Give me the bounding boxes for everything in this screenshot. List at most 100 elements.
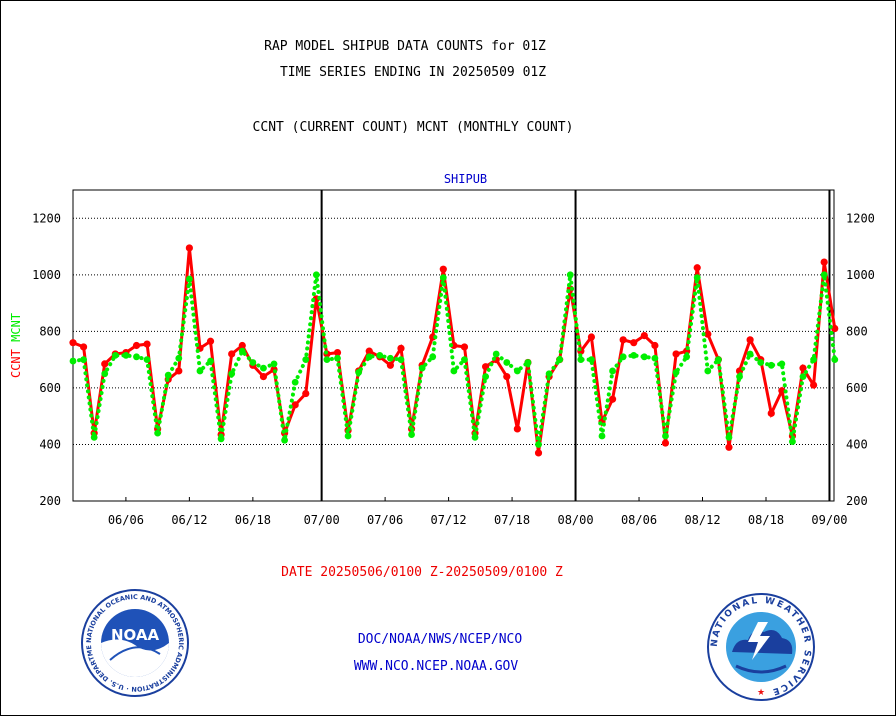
point-mcnt	[429, 353, 437, 361]
x-tick-label: 07/06	[367, 513, 403, 527]
point-mcnt	[207, 357, 214, 365]
point-mcnt	[69, 357, 77, 365]
point-mcnt	[778, 360, 786, 368]
point-mcnt	[524, 359, 532, 366]
x-tick-label: 08/18	[748, 513, 784, 527]
x-tick-label: 07/18	[494, 513, 530, 527]
point-ccnt	[143, 340, 151, 348]
noaa-logo-text: NOAA	[111, 626, 160, 644]
point-mcnt	[185, 275, 193, 283]
point-mcnt	[693, 274, 701, 282]
y-tick-label-right: 1200	[846, 211, 875, 225]
point-mcnt	[704, 367, 712, 375]
point-mcnt	[397, 356, 405, 364]
point-ccnt	[185, 244, 193, 252]
point-mcnt	[736, 373, 743, 380]
point-ccnt	[651, 341, 659, 350]
point-mcnt	[281, 436, 288, 444]
point-mcnt	[672, 368, 680, 376]
point-mcnt	[513, 367, 521, 375]
point-ccnt	[259, 373, 268, 381]
point-mcnt	[387, 354, 394, 362]
y-tick-label-left: 1200	[32, 211, 61, 225]
point-mcnt	[566, 271, 574, 279]
point-mcnt	[556, 356, 564, 364]
point-mcnt	[609, 367, 616, 375]
x-tick-label: 09/00	[811, 513, 847, 527]
website-link[interactable]: WWW.NCO.NCEP.NOAA.GOV	[353, 659, 519, 674]
point-ccnt	[460, 343, 469, 351]
point-ccnt	[132, 341, 141, 350]
point-ccnt	[640, 332, 648, 340]
point-mcnt	[482, 373, 490, 380]
point-ccnt	[291, 401, 299, 409]
point-mcnt	[588, 356, 595, 364]
point-mcnt	[471, 433, 479, 441]
point-mcnt	[133, 353, 140, 361]
point-mcnt	[260, 364, 267, 372]
y-tick-label-right: 800	[846, 324, 868, 338]
point-ccnt	[439, 265, 447, 273]
point-mcnt	[714, 356, 722, 364]
point-ccnt	[386, 361, 394, 369]
point-ccnt	[534, 449, 543, 457]
point-mcnt	[757, 359, 765, 366]
point-mcnt	[122, 351, 130, 359]
point-mcnt	[450, 367, 458, 375]
noaa-logo: NATIONAL OCEANIC AND ATMOSPHERIC ADMINIS…	[80, 588, 189, 697]
date-range-label: DATE 20250506/0100 Z-20250509/0100 Z	[281, 565, 563, 580]
point-mcnt	[545, 370, 553, 378]
point-ccnt	[810, 381, 818, 389]
point-mcnt	[228, 370, 236, 378]
point-mcnt	[80, 356, 87, 364]
point-mcnt	[90, 433, 98, 441]
point-mcnt	[662, 432, 669, 440]
point-mcnt	[683, 353, 691, 361]
point-mcnt	[376, 351, 384, 359]
y-tick-label-left: 800	[39, 324, 61, 338]
point-mcnt	[344, 432, 352, 440]
svg-text:★: ★	[757, 688, 765, 698]
point-ccnt	[513, 425, 521, 433]
point-ccnt	[704, 330, 712, 338]
x-tick-label: 06/06	[108, 513, 144, 527]
point-mcnt	[640, 353, 648, 361]
point-ccnt	[587, 333, 596, 341]
point-ccnt	[619, 336, 627, 344]
org-link[interactable]: DOC/NOAA/NWS/NCEP/NCO	[357, 632, 523, 647]
point-ccnt	[693, 264, 701, 272]
point-mcnt	[577, 356, 585, 364]
point-mcnt	[154, 429, 162, 437]
point-ccnt	[503, 373, 511, 381]
point-ccnt	[238, 341, 246, 350]
x-tick-label: 08/00	[557, 513, 593, 527]
point-ccnt	[333, 348, 342, 357]
point-mcnt	[291, 378, 299, 386]
point-mcnt	[767, 361, 775, 369]
point-mcnt	[810, 356, 817, 364]
x-tick-label: 08/06	[621, 513, 657, 527]
point-mcnt	[651, 354, 659, 362]
y-tick-label-left: 200	[39, 494, 61, 508]
point-ccnt	[672, 350, 680, 358]
point-mcnt	[334, 354, 341, 362]
point-mcnt	[492, 350, 500, 358]
point-ccnt	[101, 360, 109, 368]
point-ccnt	[302, 389, 310, 398]
nws-logo: NATIONAL WEATHER SERVICE ★	[707, 593, 815, 701]
point-mcnt	[535, 441, 542, 448]
y-tick-label-left: 400	[39, 437, 61, 451]
point-mcnt	[503, 359, 511, 366]
point-ccnt	[397, 344, 405, 352]
point-mcnt	[312, 271, 320, 279]
point-mcnt	[196, 367, 204, 375]
point-mcnt	[619, 353, 627, 361]
y-axis-label: CCNT MCNT	[9, 313, 23, 378]
point-ccnt	[228, 350, 236, 358]
x-tick-label: 08/12	[684, 513, 720, 527]
point-mcnt	[101, 370, 109, 378]
point-mcnt	[302, 356, 310, 364]
point-mcnt	[355, 368, 363, 376]
header-line-3: CCNT (CURRENT COUNT) MCNT (MONTHLY COUNT…	[252, 120, 574, 135]
